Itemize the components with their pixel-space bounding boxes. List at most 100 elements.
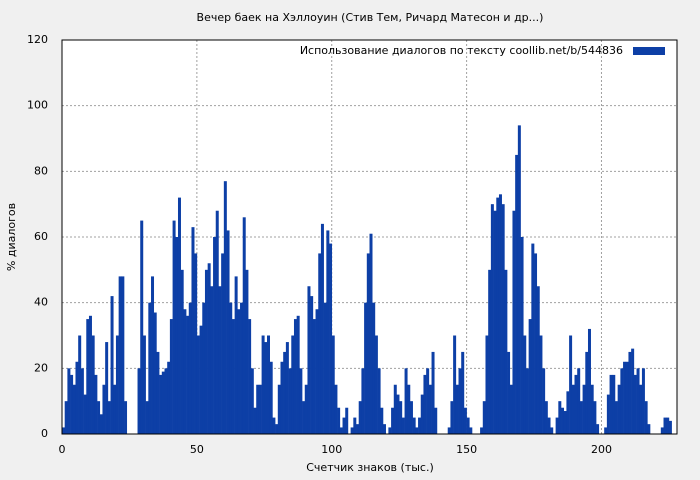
bar [579,401,583,434]
bar [229,302,233,434]
bar [461,351,465,434]
bar [113,384,117,434]
bar [617,384,621,434]
bar [293,319,297,434]
bar [148,302,152,434]
bar [156,351,160,434]
bar [161,371,165,434]
bar [83,394,87,434]
bar [525,368,529,434]
bar [250,368,254,434]
bar [78,335,82,434]
bar [420,394,424,434]
bar [88,315,92,434]
bar [339,427,343,434]
bar [353,417,357,434]
bar [593,401,597,434]
bar [582,384,586,434]
bar [110,296,114,434]
bar [409,401,413,434]
bar [558,401,562,434]
bar [574,374,578,434]
legend-swatch [633,47,665,55]
bar [334,384,338,434]
bar [323,302,327,434]
bar [531,243,535,434]
bar [151,276,155,434]
bar [142,335,146,434]
bar [523,335,527,434]
bar [253,407,257,434]
bar [428,384,432,434]
x-axis-label: Счетчик знаков (тыс.) [306,461,434,474]
bar [563,411,567,434]
bar [369,233,373,434]
bar [633,374,637,434]
bar [231,319,235,434]
bar [275,424,279,434]
bar [124,401,128,434]
bar [625,361,629,434]
bar [493,210,497,434]
legend-label: Использование диалогов по тексту coollib… [300,44,623,57]
bar [496,197,500,434]
bar [240,302,244,434]
bar [315,309,319,434]
bar [283,351,287,434]
y-tick-label: 80 [34,164,48,177]
bar [105,342,109,434]
bar [137,368,141,434]
bar [561,407,565,434]
bar [587,328,591,434]
bar [488,269,492,434]
bar [453,335,457,434]
bar [285,342,289,434]
bar [280,361,284,434]
bar [609,374,613,434]
bar [291,335,295,434]
bar [180,269,184,434]
bar [72,384,76,434]
bar [310,296,314,434]
bar [614,401,618,434]
bar [169,319,173,434]
bar [153,312,157,434]
bar [396,394,400,434]
bar [204,269,208,434]
bar [412,417,416,434]
bar [210,286,214,434]
bar [159,374,163,434]
x-tick-label: 150 [456,443,477,456]
bar [177,197,181,434]
bar [194,253,198,434]
bar [644,401,648,434]
bar [566,391,570,434]
bar [507,351,511,434]
bar [666,417,670,434]
bar [512,210,516,434]
bar [94,374,98,434]
bar [202,302,206,434]
bar [480,427,484,434]
bar [528,319,532,434]
y-tick-label: 0 [41,427,48,440]
bar [226,230,230,434]
bar [399,401,403,434]
bar [267,335,270,434]
bar [544,401,548,434]
bar [121,276,125,434]
bar [366,253,370,434]
y-axis-label: % диалогов [5,203,18,271]
bar [277,384,281,434]
bar [377,368,381,434]
bar [631,348,635,434]
x-tick-label: 0 [59,443,66,456]
bar [647,424,651,434]
bar [261,335,265,434]
bar [447,427,451,434]
bar [391,407,395,434]
bar [207,263,211,434]
x-tick-label: 50 [190,443,204,456]
bar [620,368,624,434]
